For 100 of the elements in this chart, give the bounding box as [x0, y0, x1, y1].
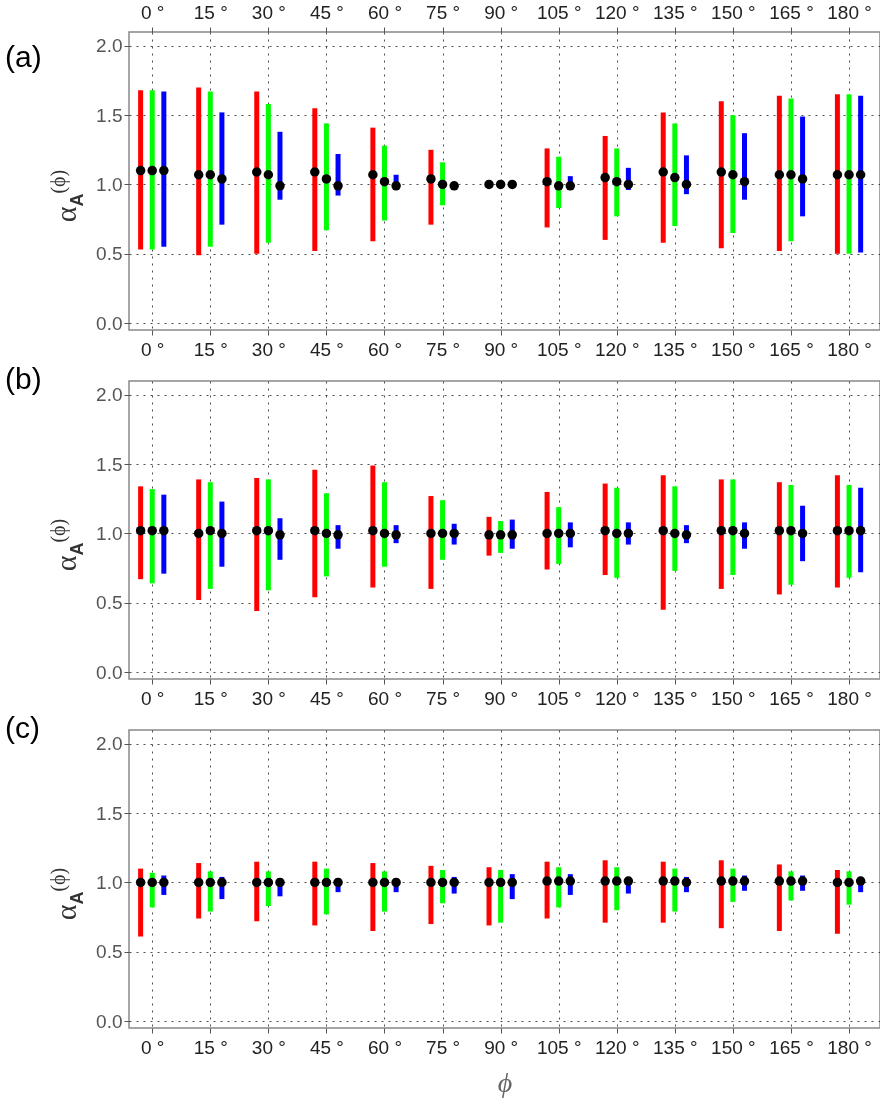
x-tick-label: 90 ° — [484, 338, 519, 360]
point — [739, 176, 750, 187]
point — [217, 174, 227, 184]
bar — [207, 482, 213, 589]
bar — [846, 94, 852, 254]
bar — [602, 135, 608, 240]
point — [565, 181, 576, 191]
y-tick-label: 0.5 — [96, 243, 123, 265]
y-tick-label: 2.0 — [96, 733, 123, 755]
bar — [776, 482, 782, 595]
y-tick-label: 0.0 — [96, 661, 123, 683]
bar — [370, 465, 376, 588]
x2-tick-label: 15 ° — [193, 1, 228, 23]
x2-tick-label: 165 ° — [769, 1, 814, 23]
bar — [776, 95, 782, 251]
bar — [161, 91, 167, 247]
y-tick-label: 1.5 — [96, 453, 123, 475]
x-tick-label: 165 ° — [769, 1036, 814, 1058]
point — [681, 179, 692, 190]
bar — [138, 90, 144, 250]
bar — [370, 127, 376, 242]
x-tick-label: 180 ° — [827, 338, 872, 360]
point — [379, 176, 390, 187]
point — [542, 176, 552, 187]
point — [728, 170, 738, 180]
point — [310, 167, 320, 177]
point — [321, 174, 332, 184]
x2-tick-label: 90 ° — [484, 1, 519, 23]
x-tick-label: 135 ° — [653, 338, 698, 360]
x-tick-label: 120 ° — [594, 1036, 640, 1058]
bar — [660, 112, 666, 243]
bar — [312, 469, 318, 598]
point — [426, 174, 436, 184]
x-tick-label: 90 ° — [484, 1036, 519, 1058]
x-tick-label: 30 ° — [251, 687, 286, 709]
bar — [254, 478, 260, 612]
point — [716, 167, 727, 177]
point — [275, 181, 285, 191]
y-tick-label: 0.5 — [96, 592, 123, 614]
x-tick-label: 60 ° — [367, 1036, 402, 1058]
bar — [323, 123, 329, 231]
x-tick-label: 45 ° — [309, 338, 344, 360]
x-tick-label: 45 ° — [309, 687, 344, 709]
y-tick-label: 0.0 — [96, 312, 123, 334]
x-tick-label: 180 ° — [827, 1036, 872, 1058]
point — [844, 170, 854, 180]
x-tick-label: 120 ° — [594, 338, 640, 360]
bar — [149, 90, 155, 250]
bar — [834, 475, 840, 588]
x-tick-label: 90 ° — [484, 687, 519, 709]
x2-tick-label: 135 ° — [653, 1, 698, 23]
x-tick-label: 105 ° — [536, 338, 582, 360]
point — [786, 170, 796, 180]
x-tick-label: 0 ° — [141, 687, 165, 709]
x-tick-label: 165 ° — [769, 338, 814, 360]
point — [159, 165, 169, 176]
bar — [196, 87, 202, 256]
bar — [219, 112, 225, 225]
point — [484, 179, 494, 190]
x2-tick-label: 0 ° — [141, 1, 165, 23]
bar — [800, 116, 806, 217]
bar — [718, 479, 724, 589]
x-tick-label: 15 ° — [193, 338, 228, 360]
bar — [718, 101, 724, 249]
x-tick-label: 0 ° — [141, 1036, 165, 1058]
point — [147, 165, 157, 176]
point — [193, 170, 204, 180]
point — [600, 172, 610, 183]
y-tick-label: 1.0 — [96, 173, 123, 195]
y-tick-label: 1.5 — [96, 802, 123, 824]
point — [333, 181, 343, 191]
x-tick-label: 75 ° — [426, 338, 461, 360]
bar — [265, 104, 271, 243]
x-tick-label: 105 ° — [536, 1036, 582, 1058]
point — [495, 179, 506, 190]
bar — [858, 95, 864, 253]
point — [774, 170, 785, 180]
x-tick-label: 0 ° — [141, 338, 165, 360]
x2-tick-label: 120 ° — [594, 1, 640, 23]
bar — [834, 94, 840, 254]
x-axis-title: ϕ — [497, 1066, 513, 1098]
x2-tick-label: 60 ° — [367, 1, 402, 23]
bar — [207, 91, 213, 247]
bar — [196, 479, 202, 600]
bar — [602, 483, 608, 576]
x-tick-label: 150 ° — [711, 1036, 756, 1058]
point — [252, 167, 262, 177]
bar — [788, 98, 794, 242]
y-tick-label: 1.5 — [96, 104, 123, 126]
x2-tick-label: 180 ° — [827, 1, 872, 23]
x-tick-label: 60 ° — [367, 687, 402, 709]
x-tick-label: 165 ° — [769, 687, 814, 709]
bar — [265, 479, 271, 591]
chart-title: (c) — [5, 711, 40, 744]
point — [612, 176, 622, 187]
y-tick-label: 0.5 — [96, 941, 123, 963]
bar — [149, 489, 155, 584]
y-tick-label: 2.0 — [96, 384, 123, 406]
point — [623, 179, 634, 190]
x-tick-label: 30 ° — [251, 338, 286, 360]
